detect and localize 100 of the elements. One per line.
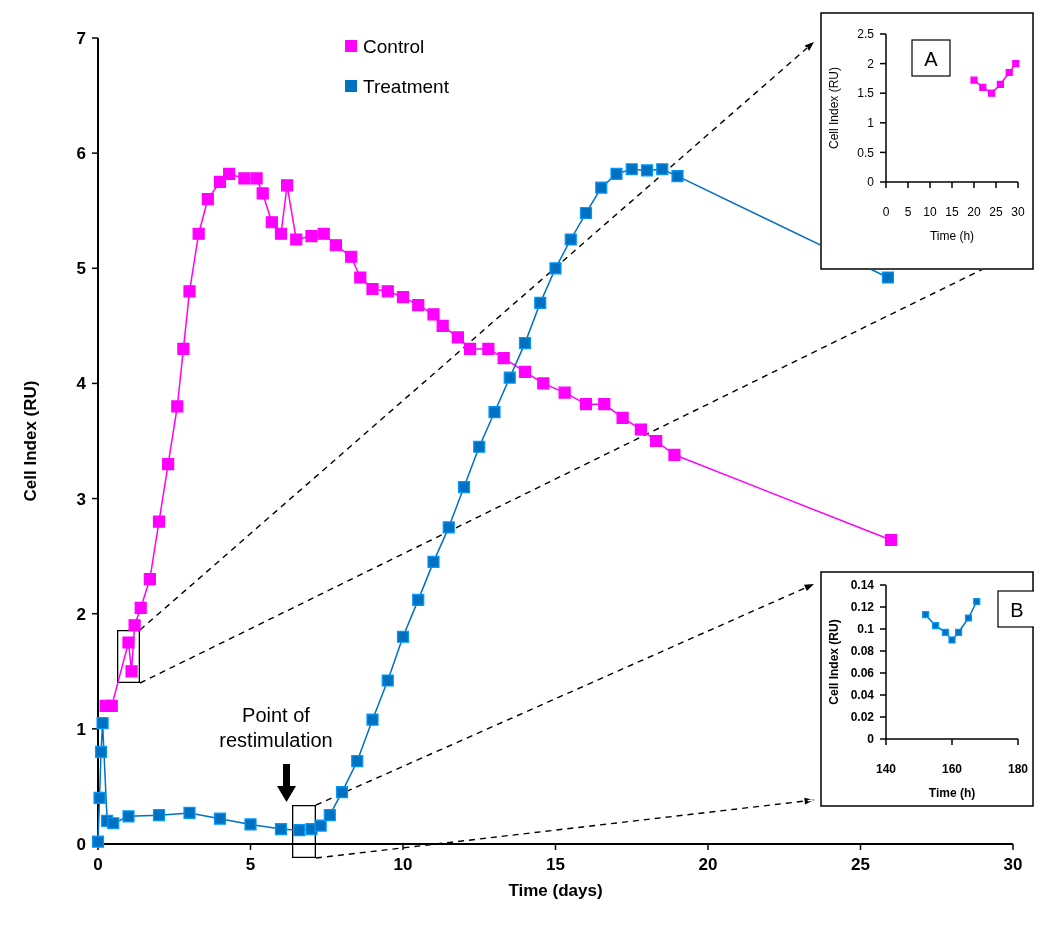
- annotation: A: [924, 48, 939, 70]
- point: [503, 371, 516, 384]
- point: [366, 282, 379, 296]
- x-tick-label: 5: [245, 855, 256, 874]
- point: [955, 628, 963, 636]
- point: [497, 352, 510, 365]
- point: [107, 817, 120, 830]
- y-axis-title: Cell Index (RU): [827, 66, 841, 150]
- point: [941, 628, 949, 636]
- point: [970, 76, 978, 84]
- point: [274, 822, 288, 836]
- point: [125, 665, 138, 678]
- point: [948, 636, 956, 644]
- y-tick-label: 0.06: [850, 666, 875, 681]
- point: [94, 745, 108, 758]
- point: [183, 806, 196, 820]
- point: [579, 398, 593, 411]
- x-tick-label: 10: [923, 205, 937, 219]
- point: [329, 239, 342, 252]
- point: [213, 812, 227, 825]
- point: [201, 193, 214, 206]
- y-tick-label: 0: [867, 175, 875, 190]
- y-tick-label: 2: [867, 56, 875, 71]
- point: [143, 573, 156, 586]
- x-tick-label: 15: [546, 855, 565, 874]
- point: [634, 423, 647, 436]
- y-tick-label: 0.14: [850, 578, 875, 593]
- point: [427, 555, 440, 568]
- point: [91, 835, 105, 848]
- y-tick-label: 7: [76, 28, 86, 48]
- y-tick-label: 0: [76, 834, 86, 854]
- point: [610, 167, 623, 180]
- point: [464, 342, 477, 355]
- point: [171, 400, 184, 413]
- point: [366, 713, 379, 726]
- y-tick-label: 0.5: [857, 145, 875, 160]
- point: [473, 440, 486, 453]
- x-tick-label: 10: [393, 855, 413, 874]
- point: [152, 515, 166, 528]
- y-tick-label: 1: [867, 116, 875, 130]
- point: [537, 377, 550, 390]
- point: [381, 285, 394, 298]
- point: [305, 229, 318, 243]
- point: [442, 521, 455, 534]
- point: [290, 233, 303, 246]
- point: [354, 271, 367, 284]
- point: [192, 227, 205, 240]
- point: [549, 262, 562, 275]
- point: [996, 80, 1004, 88]
- y-tick-label: 4: [76, 374, 87, 394]
- point: [579, 206, 593, 220]
- x-axis-title: Time (h): [928, 786, 976, 800]
- x-tick-label: 140: [875, 762, 897, 776]
- point: [518, 365, 532, 379]
- point: [668, 448, 681, 461]
- y-tick-label: 5: [76, 259, 86, 279]
- point: [671, 170, 684, 183]
- point: [412, 593, 425, 606]
- point: [518, 337, 532, 350]
- point: [412, 299, 425, 312]
- point: [656, 163, 669, 176]
- y-axis-title: Cell Index (RU): [21, 380, 40, 502]
- point: [396, 630, 410, 643]
- y-tick-label: 0.02: [850, 710, 875, 725]
- point: [281, 179, 294, 192]
- x-tick-label: 180: [1007, 762, 1029, 776]
- point: [122, 636, 135, 649]
- point: [183, 285, 196, 298]
- y-tick-label: 2: [76, 604, 86, 624]
- point: [650, 434, 663, 448]
- point: [979, 83, 987, 91]
- point: [427, 308, 440, 321]
- point: [564, 233, 577, 246]
- y-tick-label: 0.1: [857, 622, 875, 637]
- x-tick-label: 20: [698, 855, 718, 874]
- annotation: B: [1010, 599, 1024, 621]
- y-tick-label: 0.08: [850, 644, 875, 659]
- point: [457, 480, 471, 494]
- x-tick-label: 25: [851, 855, 870, 874]
- x-tick-label: 30: [1003, 855, 1023, 874]
- point: [558, 386, 571, 399]
- x-tick-label: 5: [904, 205, 912, 219]
- point: [488, 406, 501, 419]
- annotation: Point of restimulation: [219, 704, 333, 751]
- point: [314, 819, 327, 832]
- point: [128, 619, 141, 632]
- point: [351, 755, 364, 768]
- y-tick-label: 1.5: [857, 86, 875, 101]
- point: [625, 163, 638, 176]
- legend-label: Treatment: [363, 75, 450, 97]
- point: [1005, 68, 1013, 77]
- x-axis-title: Time (h): [929, 229, 975, 243]
- point: [293, 824, 306, 837]
- point: [381, 674, 394, 687]
- point: [162, 457, 175, 471]
- x-tick-label: 30: [1011, 205, 1025, 219]
- point: [884, 533, 898, 547]
- point: [640, 164, 654, 177]
- point: [964, 614, 973, 622]
- point: [534, 296, 547, 309]
